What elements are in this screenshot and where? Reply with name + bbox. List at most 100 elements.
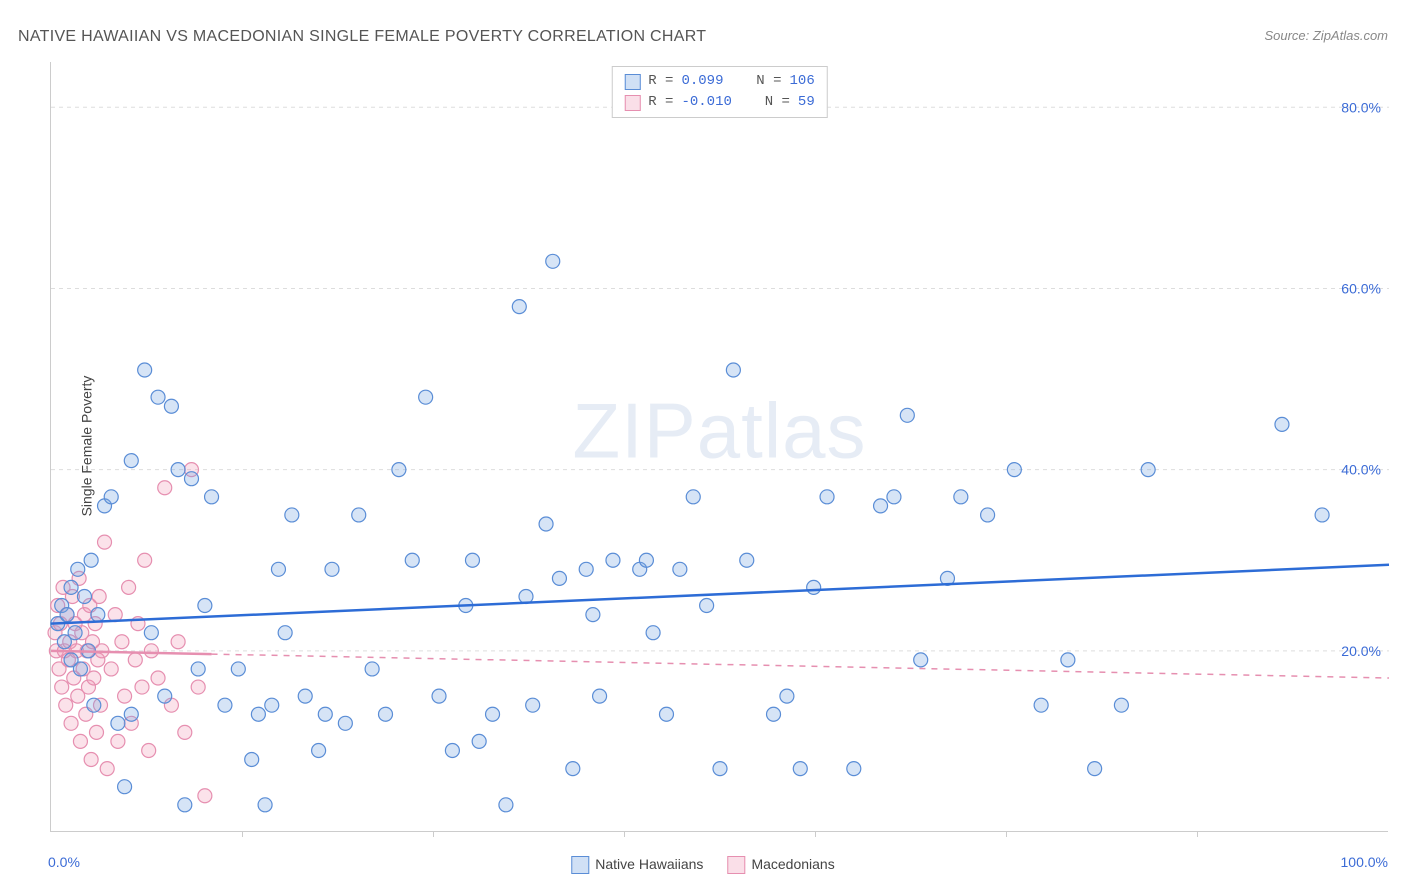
hawaiian-point [1275,417,1289,431]
hawaiian-point [84,553,98,567]
macedonian-point [73,734,87,748]
hawaiian-point [312,743,326,757]
svg-text:60.0%: 60.0% [1341,280,1381,296]
macedonian-point [138,553,152,567]
hawaiian-point [111,716,125,730]
hawaiian-point [265,698,279,712]
chart-title: NATIVE HAWAIIAN VS MACEDONIAN SINGLE FEM… [18,28,706,46]
source-label: Source: ZipAtlas.com [1264,28,1388,43]
hawaiian-point [164,399,178,413]
hawaiian-point [552,571,566,585]
hawaiian-point [191,662,205,676]
hawaiian-point [245,753,259,767]
hawaiian-point [365,662,379,676]
macedonian-point [55,680,69,694]
hawaiian-point [1034,698,1048,712]
hawaiian-point [73,662,87,676]
macedonian-point [92,589,106,603]
hawaiian-point [820,490,834,504]
legend-item: Macedonians [727,856,834,874]
hawaiian-point [512,300,526,314]
macedonian-trend-dash [212,654,1389,678]
macedonian-point [87,671,101,685]
hawaiian-point [465,553,479,567]
hawaiian-point [198,599,212,613]
hawaiian-point [77,589,91,603]
hawaiian-point [60,608,74,622]
hawaiian-point [686,490,700,504]
hawaiian-point [178,798,192,812]
scatter-chart: 20.0% 40.0% 60.0% 80.0% [51,62,1389,832]
hawaiian-point [138,363,152,377]
hawaiian-point [445,743,459,757]
macedonian-point [158,481,172,495]
hawaiian-point [726,363,740,377]
macedonian-point [122,580,136,594]
legend-swatch [624,74,640,90]
hawaiian-point [1315,508,1329,522]
hawaiian-point [1007,463,1021,477]
hawaiian-point [700,599,714,613]
hawaiian-point [1141,463,1155,477]
plot-area: ZIPatlas 20.0%40.0%60.0%80.0% R = 0.099 … [50,62,1388,832]
series-legend: Native HawaiiansMacedonians [571,856,834,874]
hawaiian-point [271,562,285,576]
hawaiian-point [278,626,292,640]
macedonian-point [64,716,78,730]
hawaiian-point [352,508,366,522]
hawaiian-point [807,580,821,594]
hawaiian-point [740,553,754,567]
hawaiian-point [298,689,312,703]
hawaiian-point [586,608,600,622]
hawaiian-point [499,798,513,812]
hawaiian-point [205,490,219,504]
macedonian-point [100,762,114,776]
svg-text:40.0%: 40.0% [1341,462,1381,478]
hawaiian-point [118,780,132,794]
macedonian-point [144,644,158,658]
svg-text:20.0%: 20.0% [1341,643,1381,659]
hawaiian-point [144,626,158,640]
hawaiian-point [954,490,968,504]
macedonian-point [84,753,98,767]
macedonian-point [115,635,129,649]
legend-swatch [624,95,640,111]
macedonian-point [89,725,103,739]
macedonian-point [171,635,185,649]
hawaiian-point [566,762,580,776]
macedonian-point [128,653,142,667]
hawaiian-point [104,490,118,504]
legend-swatch [727,856,745,874]
hawaiian-point [251,707,265,721]
macedonian-point [98,535,112,549]
hawaiian-point [379,707,393,721]
hawaiian-point [546,254,560,268]
legend-stat-row: R = -0.010 N = 59 [624,92,814,113]
hawaiian-point [981,508,995,522]
hawaiian-point [419,390,433,404]
correlation-legend: R = 0.099 N = 106R = -0.010 N = 59 [611,66,827,118]
svg-text:80.0%: 80.0% [1341,99,1381,115]
hawaiian-point [914,653,928,667]
hawaiian-point [646,626,660,640]
x-tick-min: 0.0% [48,854,80,870]
hawaiian-point [124,707,138,721]
hawaiian-point [151,390,165,404]
hawaiian-point [673,562,687,576]
hawaiian-point [231,662,245,676]
hawaiian-point [325,562,339,576]
hawaiian-point [318,707,332,721]
x-tick-max: 100.0% [1341,854,1388,870]
hawaiian-point [432,689,446,703]
hawaiian-point [68,626,82,640]
hawaiian-trend [51,565,1389,624]
hawaiian-point [793,762,807,776]
hawaiian-point [1061,653,1075,667]
hawaiian-point [91,608,105,622]
hawaiian-point [847,762,861,776]
legend-stat-row: R = 0.099 N = 106 [624,71,814,92]
macedonian-point [142,743,156,757]
hawaiian-point [780,689,794,703]
hawaiian-point [392,463,406,477]
hawaiian-point [472,734,486,748]
